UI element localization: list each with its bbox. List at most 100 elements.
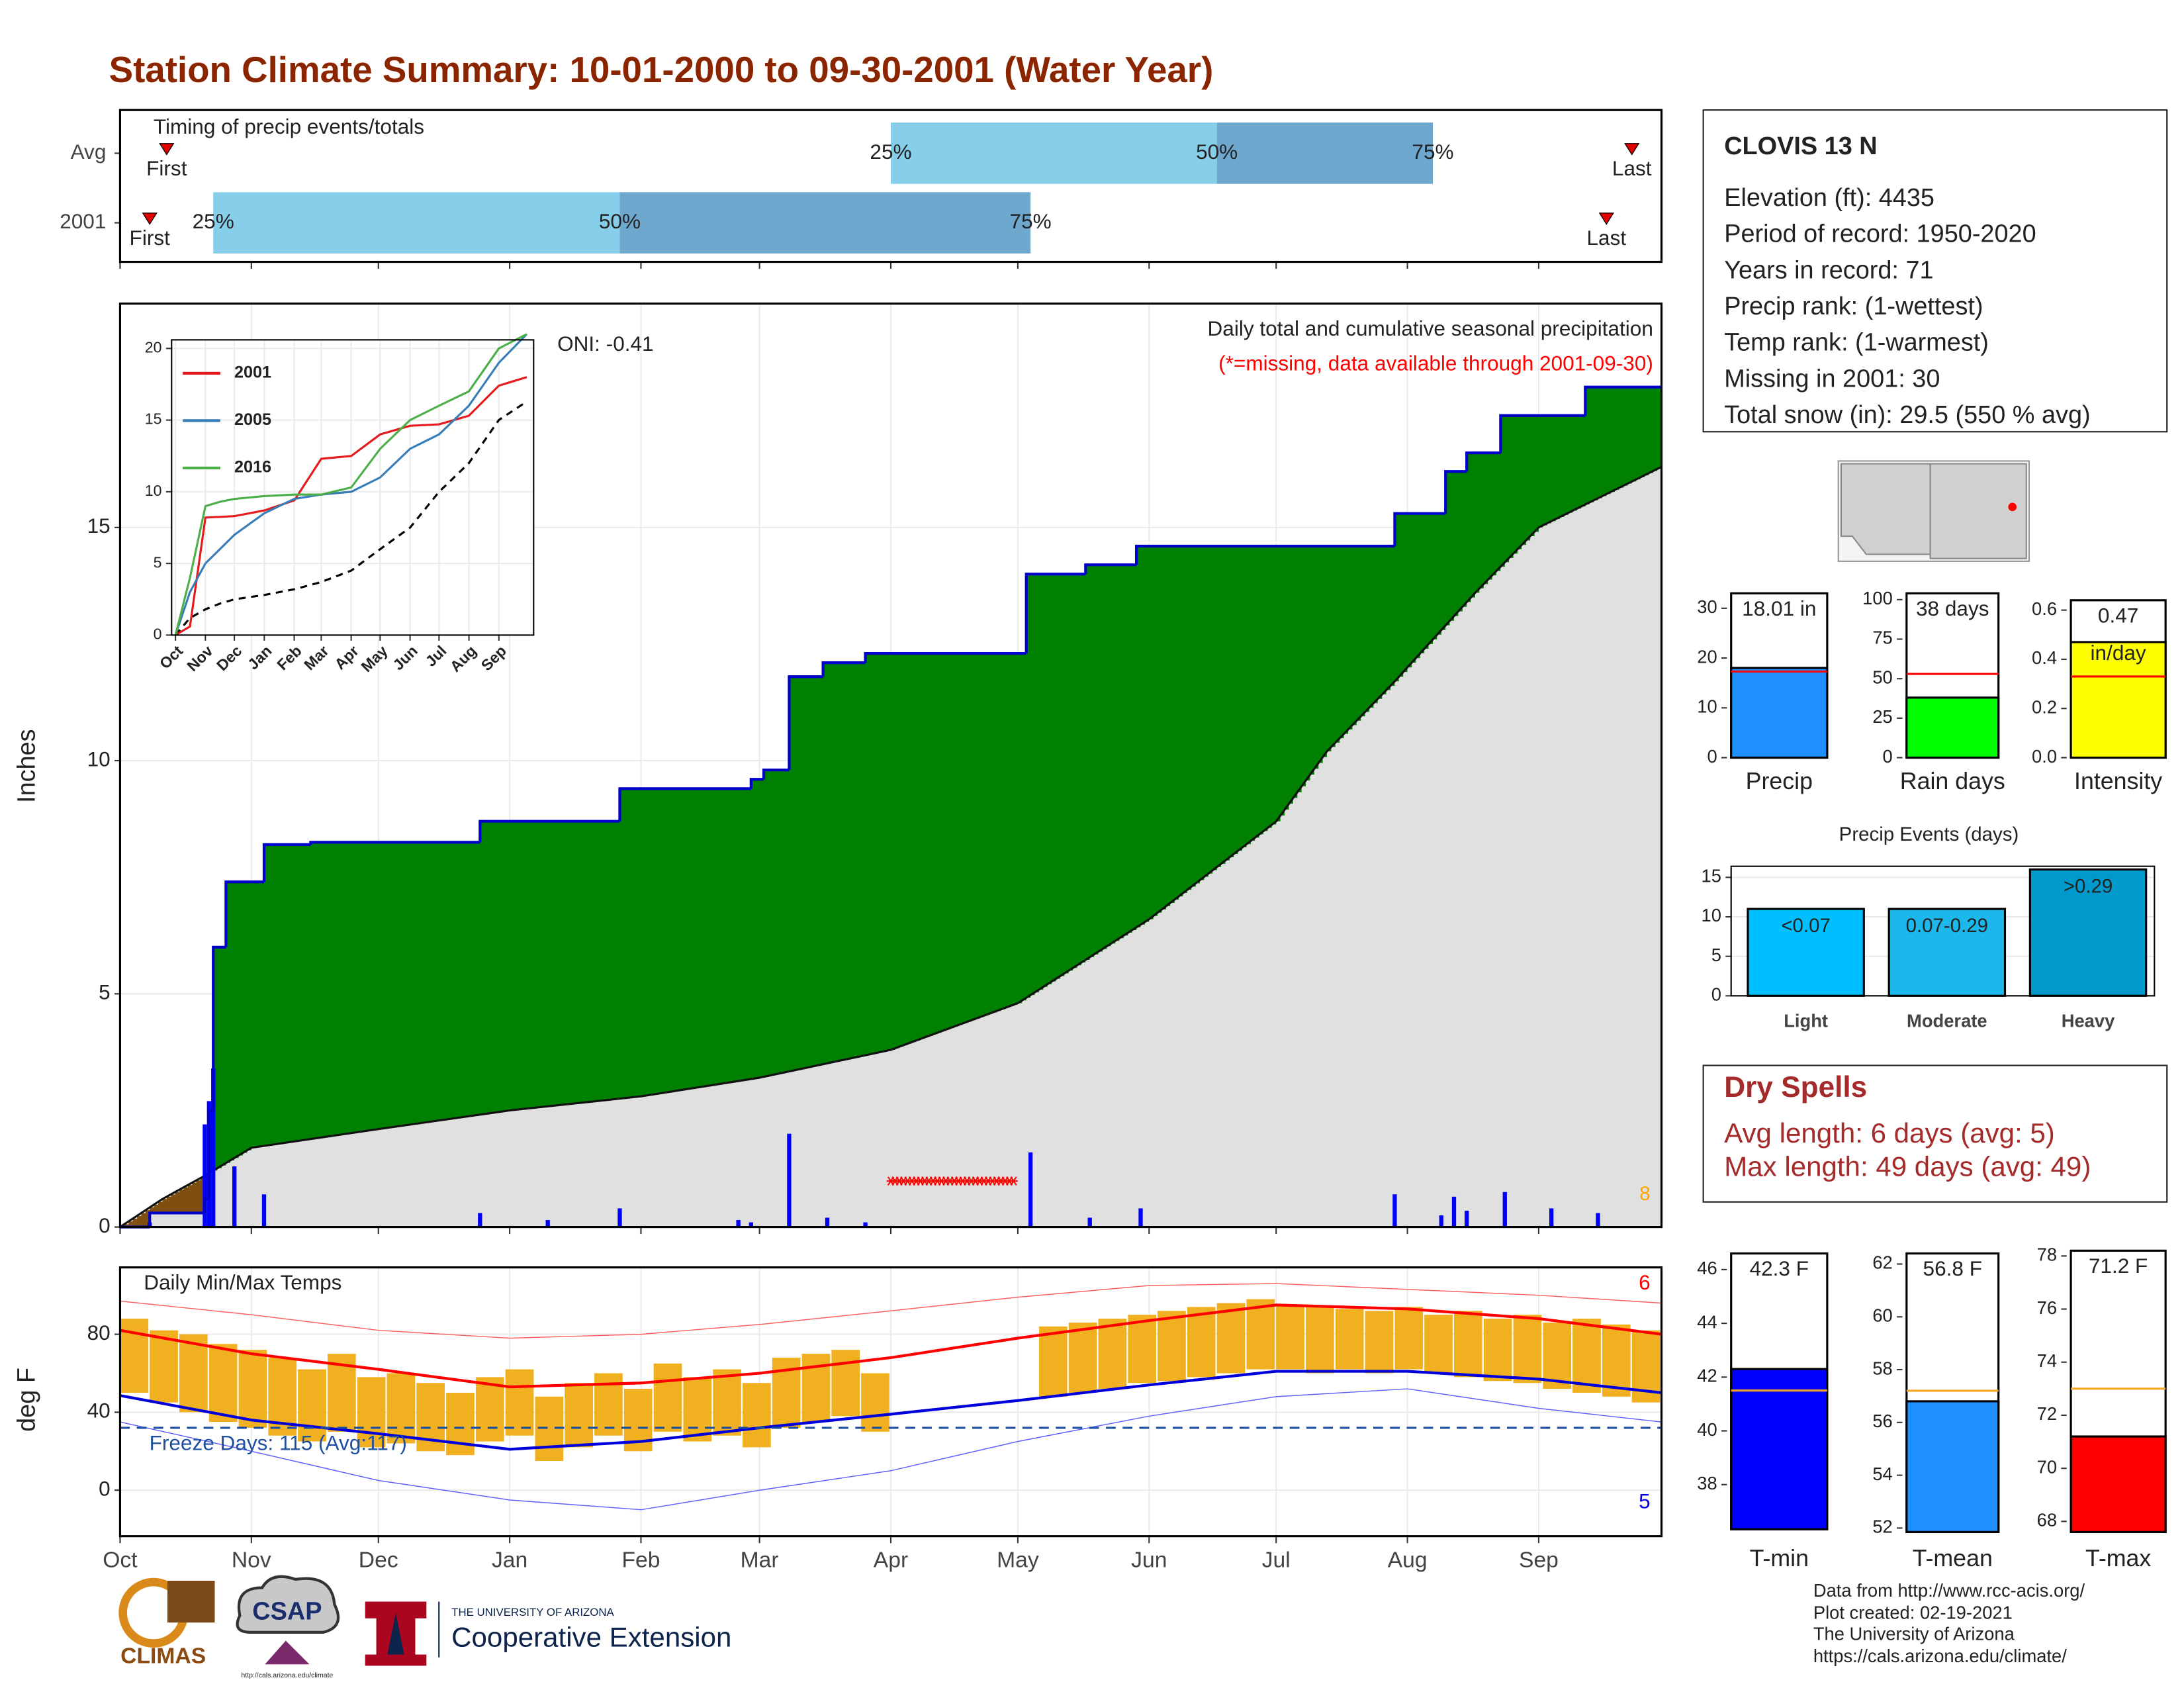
csap-cloud xyxy=(236,1575,340,1634)
station-line: Precip rank: (1-wettest) xyxy=(1724,293,1983,320)
daily-temp-bar xyxy=(1158,1311,1186,1382)
quartile-label: 75% xyxy=(1010,209,1052,233)
corner-note: 8 xyxy=(1639,1183,1650,1205)
y-tick-label: 0.0 xyxy=(2032,746,2057,767)
temp-title: Daily Min/Max Temps xyxy=(144,1270,341,1294)
daily-temp-bar xyxy=(1038,1326,1068,1397)
chart-subtitle: Daily total and cumulative seasonal prec… xyxy=(1208,316,1653,340)
x-tick-label: Oct xyxy=(103,1548,138,1572)
y-tick-label: 0 xyxy=(1711,984,1721,1005)
bar xyxy=(1747,908,1865,997)
x-tick-label: Light xyxy=(1784,1011,1828,1031)
logos: CLIMAS CSAP http://cals.arizona.edu/clim… xyxy=(118,1575,731,1679)
daily-precip-bar xyxy=(749,1222,753,1227)
event-marker xyxy=(1598,212,1614,225)
y-tick-label: 0 xyxy=(99,1213,111,1237)
bar xyxy=(2070,641,2167,759)
daily-precip-bar xyxy=(1596,1213,1600,1227)
daily-temp-bar xyxy=(1602,1324,1631,1397)
record-line xyxy=(120,1388,1662,1511)
cumulative-step xyxy=(1499,414,1586,453)
daily-temp-bar xyxy=(179,1334,208,1413)
x-tick-label: Nov xyxy=(232,1548,271,1572)
cumulative-step xyxy=(1465,451,1501,472)
csap-url: http://cals.arizona.edu/climate xyxy=(241,1671,333,1679)
y-tick-label: 58 xyxy=(1872,1358,1892,1378)
event-marker xyxy=(159,143,175,156)
dry-spells-title: Dry Spells xyxy=(1724,1071,1867,1103)
quartile-bar xyxy=(619,192,1031,254)
daily-temp-bar xyxy=(743,1383,771,1448)
y-tick-label: 10 xyxy=(1697,696,1717,717)
x-label: T-max xyxy=(2085,1545,2151,1571)
y-tick-label: 15 xyxy=(1702,866,1721,886)
missing-marker xyxy=(1009,1176,1018,1186)
daily-precip-bar xyxy=(787,1133,792,1227)
inset-background xyxy=(171,340,534,635)
daily-precip-bar xyxy=(478,1213,482,1227)
daily-precip-bar xyxy=(617,1208,622,1227)
daily-precip-bar xyxy=(863,1222,868,1227)
daily-precip-bar xyxy=(1439,1215,1443,1227)
daily-temp-bar xyxy=(1128,1315,1156,1383)
cumulative-step xyxy=(1024,573,1086,654)
daily-temp-bar xyxy=(1306,1307,1334,1374)
x-tick-label: Apr xyxy=(874,1548,908,1572)
daily-temp-bar xyxy=(1572,1319,1601,1393)
y-tick-label: 56 xyxy=(1872,1411,1892,1431)
daily-precip-bar xyxy=(1087,1217,1092,1227)
quartile-label: 50% xyxy=(1196,140,1238,164)
legend-label: 2016 xyxy=(234,458,271,477)
daily-temp-bar xyxy=(150,1330,178,1403)
cumulative-step xyxy=(618,787,751,821)
cumulative-step xyxy=(148,1211,205,1227)
daily-temp-bar xyxy=(357,1377,386,1448)
bar xyxy=(1888,908,2007,997)
cumulative-step xyxy=(203,1197,209,1213)
daily-temp-bar xyxy=(1453,1311,1482,1378)
normal-line xyxy=(120,1370,1662,1451)
quartile-bar xyxy=(890,122,1217,184)
timing-title: Timing of precip events/totals xyxy=(154,115,424,138)
map-state xyxy=(1929,463,2027,559)
legend-label: 2005 xyxy=(234,410,271,429)
bar-label: >0.29 xyxy=(2064,876,2113,898)
x-label: T-mean xyxy=(1913,1545,1993,1571)
daily-temp-bar xyxy=(1483,1319,1512,1382)
y-tick-label: 80 xyxy=(87,1321,111,1344)
unit-label: in/day xyxy=(2091,641,2146,665)
ua-label: THE UNIVERSITY OF ARIZONA xyxy=(451,1606,614,1618)
record-line xyxy=(120,1283,1662,1339)
y-tick-label: 30 xyxy=(1697,596,1717,617)
normal-line xyxy=(119,465,1662,1228)
oni-label: ONI: -0.41 xyxy=(557,332,654,355)
daily-temp-bar xyxy=(1543,1322,1572,1389)
page-title: Station Climate Summary: 10-01-2000 to 0… xyxy=(109,49,1214,90)
station-line: Years in record: 71 xyxy=(1724,256,1933,284)
y-tick-label: 0 xyxy=(1883,746,1893,767)
x-label: Precip xyxy=(1746,768,1813,794)
daily-precip-bar xyxy=(545,1220,550,1227)
value-label: 0.47 xyxy=(2098,603,2138,627)
cumulative-step xyxy=(224,880,264,947)
quartile-bar xyxy=(1216,122,1433,184)
daily-precip-bar xyxy=(1549,1208,1554,1227)
x-tick-label: Jan xyxy=(492,1548,527,1572)
y-axis-label: Inches xyxy=(13,729,41,803)
y-tick-label: 20 xyxy=(145,338,162,355)
cumulative-step xyxy=(1134,544,1395,565)
y-tick-label: 62 xyxy=(1872,1252,1892,1273)
plot-frame xyxy=(118,109,1663,263)
daily-temp-bar xyxy=(505,1369,534,1436)
x-tick-label: Moderate xyxy=(1907,1011,1987,1031)
event-label: First xyxy=(130,226,171,250)
y-tick-label: 5 xyxy=(99,980,111,1004)
daily-precip-bar xyxy=(825,1217,830,1227)
csap-mountain xyxy=(265,1640,310,1665)
cumulative-step xyxy=(212,945,226,1111)
daily-temp-bar xyxy=(1187,1307,1216,1378)
y-tick-label: 40 xyxy=(87,1399,111,1423)
cumulative-step xyxy=(864,651,1026,663)
quartile-label: 50% xyxy=(599,209,641,233)
